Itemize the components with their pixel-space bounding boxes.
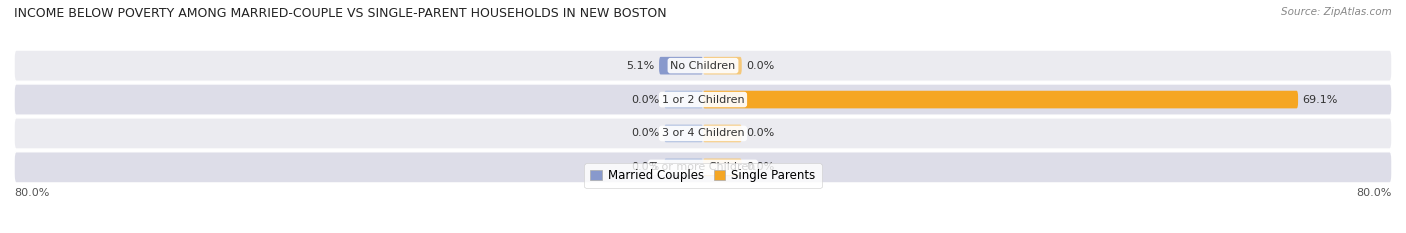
Text: 69.1%: 69.1% bbox=[1302, 95, 1337, 105]
Text: 80.0%: 80.0% bbox=[1357, 188, 1392, 198]
FancyBboxPatch shape bbox=[14, 152, 1392, 183]
Text: Source: ZipAtlas.com: Source: ZipAtlas.com bbox=[1281, 7, 1392, 17]
Legend: Married Couples, Single Parents: Married Couples, Single Parents bbox=[585, 163, 821, 188]
FancyBboxPatch shape bbox=[703, 125, 742, 142]
Text: 80.0%: 80.0% bbox=[14, 188, 49, 198]
Text: 1 or 2 Children: 1 or 2 Children bbox=[662, 95, 744, 105]
FancyBboxPatch shape bbox=[703, 91, 1298, 108]
FancyBboxPatch shape bbox=[664, 125, 703, 142]
Text: INCOME BELOW POVERTY AMONG MARRIED-COUPLE VS SINGLE-PARENT HOUSEHOLDS IN NEW BOS: INCOME BELOW POVERTY AMONG MARRIED-COUPL… bbox=[14, 7, 666, 20]
Text: 0.0%: 0.0% bbox=[747, 162, 775, 172]
Text: 0.0%: 0.0% bbox=[747, 128, 775, 138]
Text: 0.0%: 0.0% bbox=[631, 162, 659, 172]
Text: 0.0%: 0.0% bbox=[631, 95, 659, 105]
Text: 3 or 4 Children: 3 or 4 Children bbox=[662, 128, 744, 138]
FancyBboxPatch shape bbox=[664, 158, 703, 176]
FancyBboxPatch shape bbox=[703, 57, 742, 75]
Text: 0.0%: 0.0% bbox=[631, 128, 659, 138]
FancyBboxPatch shape bbox=[14, 84, 1392, 115]
FancyBboxPatch shape bbox=[14, 118, 1392, 149]
FancyBboxPatch shape bbox=[664, 91, 703, 108]
Text: 5 or more Children: 5 or more Children bbox=[651, 162, 755, 172]
Text: 0.0%: 0.0% bbox=[747, 61, 775, 71]
FancyBboxPatch shape bbox=[659, 57, 703, 75]
FancyBboxPatch shape bbox=[703, 158, 742, 176]
FancyBboxPatch shape bbox=[14, 50, 1392, 81]
Text: 5.1%: 5.1% bbox=[627, 61, 655, 71]
Text: No Children: No Children bbox=[671, 61, 735, 71]
